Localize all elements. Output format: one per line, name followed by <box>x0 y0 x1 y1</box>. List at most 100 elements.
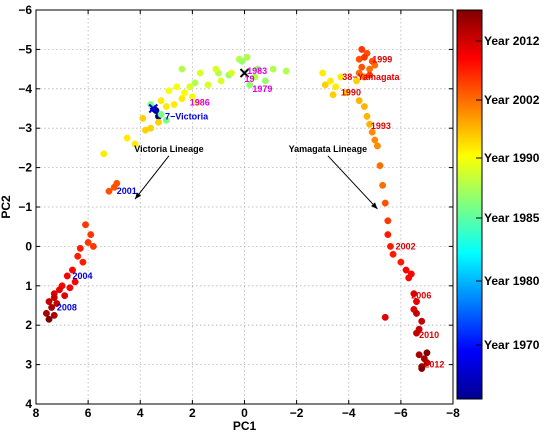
data-point <box>381 199 389 207</box>
data-point <box>415 351 423 359</box>
x-axis-label: PC1 <box>233 419 257 433</box>
data-point <box>105 187 113 195</box>
data-point <box>139 114 147 122</box>
lineage-label: Yamagata Lineage <box>289 144 368 154</box>
data-point <box>413 309 420 317</box>
colorbar-label: Year 1970 <box>484 338 540 352</box>
data-point <box>366 120 374 128</box>
data-point <box>131 140 139 148</box>
data-point <box>368 128 376 136</box>
data-point <box>246 81 254 89</box>
data-point <box>379 181 387 189</box>
lineage-arrowhead <box>135 192 142 200</box>
y-tick-label: −2 <box>18 161 32 175</box>
x-axis-ticks: 8 6 4 2 0 −2 −4 −6 −8 <box>33 10 460 420</box>
y-axis-label: PC2 <box>0 195 13 219</box>
data-point <box>376 162 384 170</box>
x-tick-label: −4 <box>342 406 356 420</box>
data-point <box>410 290 418 298</box>
y-tick-label: 1 <box>25 279 32 293</box>
data-point <box>45 298 53 306</box>
colorbar <box>456 9 483 400</box>
data-point <box>413 298 420 306</box>
data-point <box>186 83 194 91</box>
point-annotation: 7−Victoria <box>165 111 209 121</box>
lineage-labels: Victoria Lineage Yamagata Lineage <box>134 144 378 210</box>
data-point <box>69 266 76 274</box>
data-point <box>48 304 56 311</box>
data-point <box>155 118 162 126</box>
data-point <box>327 77 334 85</box>
data-point <box>100 150 108 158</box>
data-point <box>74 252 82 260</box>
data-point <box>371 136 379 144</box>
y-axis-ticks: −6 −5 −4 −3 −2 −1 0 1 2 3 4 <box>18 3 453 411</box>
data-point <box>42 309 50 317</box>
data-point <box>418 317 426 325</box>
data-point <box>269 65 277 73</box>
y-tick-label: −5 <box>18 42 32 56</box>
data-point <box>329 91 337 99</box>
data-point <box>366 71 374 79</box>
data-point <box>181 89 189 97</box>
data-point <box>368 57 376 65</box>
data-point <box>397 258 405 266</box>
data-point <box>358 63 366 71</box>
point-annotation: 2012 <box>424 360 444 370</box>
data-point <box>389 250 397 258</box>
y-tick-label: 2 <box>25 318 32 332</box>
data-point <box>204 81 212 89</box>
data-point <box>413 329 420 337</box>
data-point <box>353 77 361 85</box>
data-point <box>321 81 329 89</box>
data-point <box>251 73 259 81</box>
data-point <box>188 93 196 101</box>
data-point <box>282 67 290 75</box>
data-point <box>332 83 340 91</box>
colorbar-label: Year 1980 <box>484 274 540 288</box>
x-tick-label: 8 <box>33 406 40 420</box>
data-point <box>76 244 84 252</box>
data-point <box>82 221 89 229</box>
data-point <box>66 284 74 292</box>
data-point <box>319 69 327 77</box>
grid-lines <box>36 10 453 404</box>
y-tick-label: −6 <box>18 3 32 17</box>
point-annotation: 1999 <box>372 54 392 64</box>
data-point <box>360 103 368 110</box>
point-annotation: 1986 <box>190 98 210 108</box>
data-point <box>61 292 69 300</box>
colorbar-label: Year 1990 <box>484 151 540 165</box>
data-point <box>235 55 243 63</box>
data-point <box>123 134 131 142</box>
data-point <box>384 217 392 225</box>
data-point <box>402 266 410 274</box>
data-point <box>157 110 165 118</box>
lineage-arrow <box>327 155 378 210</box>
data-point <box>191 79 199 87</box>
data-point <box>217 77 225 85</box>
data-point <box>87 231 95 239</box>
data-point <box>110 183 118 191</box>
data-point <box>387 242 394 250</box>
point-annotation: 1990 <box>341 88 361 98</box>
x-tick-label: 0 <box>241 406 248 420</box>
x-marker <box>148 103 158 114</box>
data-point <box>261 77 269 85</box>
data-point <box>50 294 58 302</box>
data-point <box>373 142 381 150</box>
colorbar-labels: Year 2012 Year 2002 Year 1990 Year 1985 Year… <box>476 34 540 352</box>
point-annotation: 1983 <box>247 66 267 76</box>
x-marker-stroke <box>148 103 158 114</box>
lineage-arrow <box>134 155 170 200</box>
data-point <box>337 73 345 81</box>
data-point <box>157 97 165 105</box>
point-annotation: 2004 <box>72 271 92 281</box>
data-point <box>194 99 202 107</box>
x-tick-label: −6 <box>394 406 408 420</box>
data-point <box>63 272 71 280</box>
data-point <box>384 231 392 239</box>
data-point <box>170 101 178 109</box>
data-point <box>363 112 371 120</box>
